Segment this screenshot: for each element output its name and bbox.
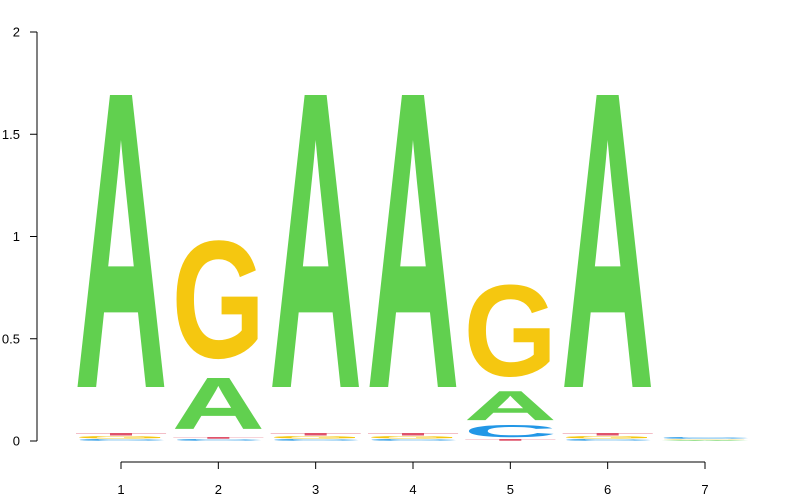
y-tick-label: 0 [13,434,20,449]
logo-letter-c: C [74,439,167,442]
logo-letter-a: A [269,4,362,477]
logo-letter-g: G [658,439,751,440]
y-tick-label: 1 [13,229,20,244]
logo-letter-g: G [366,435,459,439]
y-tick-label: 1.5 [2,127,20,142]
logo-letter-t: T [561,432,654,436]
x-tick-label: 4 [409,482,416,497]
logo-letter-g: G [172,206,265,393]
logo-letter-a: A [561,4,654,477]
logo-letter-g: G [561,435,654,439]
logo-letter-g: G [464,257,557,404]
logo-letter-a: A [658,440,751,441]
logo-letter-a: A [464,383,557,430]
logo-letter-t: T [269,432,362,436]
logo-letter-t: T [74,432,167,436]
logo-letter-c: C [561,439,654,442]
x-tick-label: 7 [701,482,708,497]
logo-letter-t: T [464,438,557,441]
logo-letter-c: C [172,439,265,442]
x-tick-label: 5 [507,482,514,497]
y-axis: 0 0.5 1 1.5 2 [2,25,38,449]
logo-letter-a: A [172,363,265,445]
letter-stack: AGC [658,436,751,441]
logo-letter-t: T [366,432,459,436]
logo-letter-c: C [366,439,459,442]
logo-letter-c: C [658,436,751,439]
x-tick-label: 3 [312,482,319,497]
logo-letter-t: T [172,436,265,439]
logo-letter-a: A [366,4,459,477]
logo-letter-g: G [74,435,167,439]
logo-letter-c: C [269,439,362,442]
y-tick-label: 0.5 [2,331,20,346]
x-tick-label: 6 [604,482,611,497]
y-tick-label: 2 [13,25,20,40]
logo-letter-g: G [269,435,362,439]
logo-letter-c: C [464,421,557,440]
x-axis: 1 2 3 4 5 6 7 [117,461,709,497]
x-tick-label: 2 [215,482,222,497]
x-tick-label: 1 [117,482,124,497]
logo-letter-a: A [74,4,167,477]
